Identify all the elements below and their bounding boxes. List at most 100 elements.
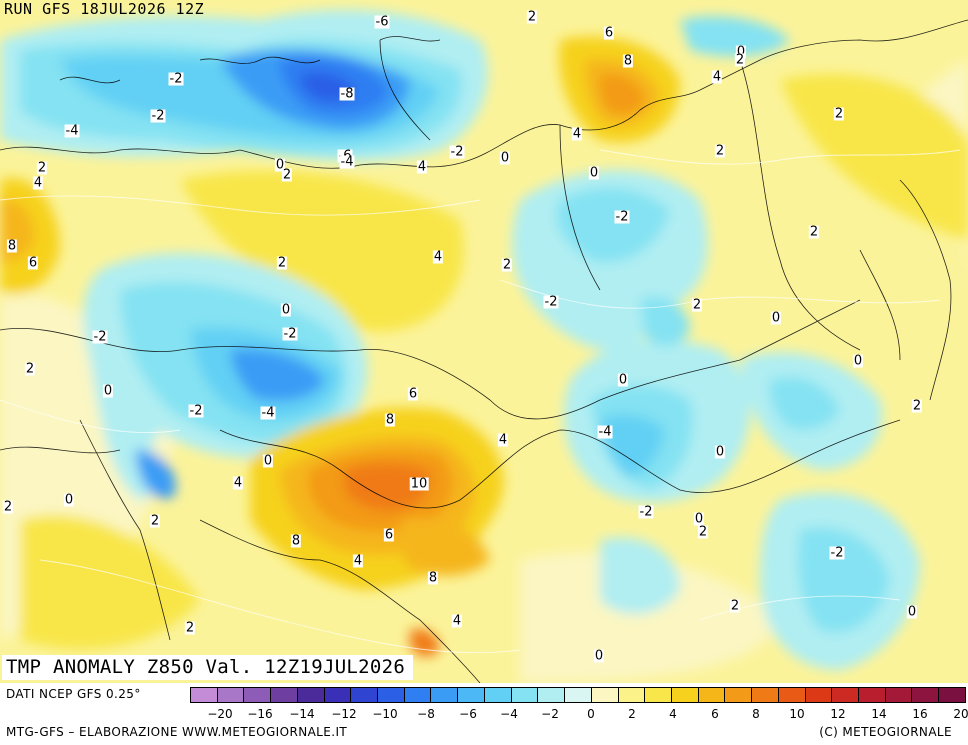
contour-label: 4: [497, 432, 509, 448]
contour-label: 0: [693, 511, 705, 527]
colorbar-swatch: [912, 688, 940, 702]
contour-label: 0: [714, 444, 726, 460]
colorbar-tick-label: −6: [459, 707, 477, 721]
contour-label: 0: [63, 492, 75, 508]
contour-label: 4: [232, 475, 244, 491]
contour-label: 2: [734, 52, 746, 68]
contour-label: 0: [274, 157, 286, 173]
contour-label: 2: [36, 160, 48, 176]
contour-label: 10: [409, 476, 429, 492]
contour-label: 2: [2, 499, 14, 515]
colorbar-swatch: [939, 688, 965, 702]
colorbar-swatch: [511, 688, 539, 702]
contour-label: 8: [622, 53, 634, 69]
colorbar-swatch: [778, 688, 806, 702]
colorbar-tick-label: 16: [912, 707, 928, 721]
contour-label: 2: [24, 361, 36, 377]
footer-credit: MTG-GFS – ELABORAZIONE WWW.METEOGIORNALE…: [6, 725, 348, 739]
colorbar-swatch: [217, 688, 245, 702]
colorbar-tick-label: 4: [669, 707, 677, 721]
copyright-label: (C) METEOGIORNALE: [819, 725, 952, 739]
contour-label: 6: [383, 527, 395, 543]
colorbar-tick-label: −2: [541, 707, 559, 721]
colorbar-swatch: [458, 688, 485, 702]
colorbar: [190, 687, 966, 703]
contour-label: 4: [32, 175, 44, 191]
colorbar-swatch: [698, 688, 726, 702]
colorbar-ticks: −20 −16 −14 −12 −10 −8 −6 −4 −2 0 2 4 6 8 10 12 14 16 20: [190, 707, 968, 723]
contour-label: -2: [638, 504, 654, 520]
contour-label: -8: [339, 86, 355, 102]
colorbar-tick-label: 8: [752, 707, 760, 721]
colorbar-swatch: [752, 688, 779, 702]
colorbar-swatch: [351, 688, 379, 702]
contour-label: -2: [168, 71, 184, 87]
colorbar-tick-label: −4: [500, 707, 518, 721]
colorbar-swatch: [244, 688, 272, 702]
contour-label: -2: [543, 294, 559, 310]
contour-label: 2: [276, 255, 288, 271]
contour-label: 2: [808, 224, 820, 240]
anomaly-field: [0, 9, 968, 683]
contour-label: -2: [449, 144, 465, 160]
run-label: RUN GFS 18JUL2026 12Z: [4, 0, 205, 18]
contour-label: 4: [451, 613, 463, 629]
colorbar-tick-label: 2: [628, 707, 636, 721]
contour-label: -6: [374, 14, 390, 30]
contour-label: 2: [184, 620, 196, 636]
contour-label: -2: [188, 403, 204, 419]
colorbar-swatch: [858, 688, 886, 702]
contour-label: 0: [617, 372, 629, 388]
colorbar-tick-label: 14: [871, 707, 887, 721]
colorbar-swatch: [538, 688, 566, 702]
contour-label: -2: [614, 209, 630, 225]
contour-label: 8: [384, 412, 396, 428]
contour-label: 0: [906, 604, 918, 620]
contour-label: 0: [102, 383, 114, 399]
colorbar-swatch: [671, 688, 699, 702]
contour-label: 4: [352, 553, 364, 569]
colorbar-swatch: [431, 688, 459, 702]
contour-label: 4: [416, 159, 428, 175]
contour-label: 0: [262, 453, 274, 469]
colorbar-tick-label: 0: [587, 707, 595, 721]
contour-label: 6: [27, 255, 39, 271]
colorbar-tick-label: −12: [331, 707, 357, 721]
colorbar-swatch: [565, 688, 592, 702]
colorbar-swatch: [271, 688, 298, 702]
colorbar-swatch: [618, 688, 646, 702]
contour-label: -4: [339, 154, 355, 170]
colorbar-tick-label: 12: [830, 707, 846, 721]
contour-label: -2: [150, 108, 166, 124]
contour-label: 2: [911, 398, 923, 414]
colorbar-swatch: [484, 688, 512, 702]
data-source-label: DATI NCEP GFS 0.25°: [6, 687, 141, 701]
contour-label: 2: [149, 513, 161, 529]
colorbar-swatch: [885, 688, 913, 702]
map-canvas: -6268024-2-8-2-4242-6-4024-20240-2286242…: [0, 0, 968, 683]
colorbar-tick-label: −16: [247, 707, 273, 721]
contour-label: 2: [501, 257, 513, 273]
contour-label: 2: [697, 524, 709, 540]
contour-label: 0: [280, 302, 292, 318]
contour-label: 4: [432, 249, 444, 265]
contour-label: -4: [597, 424, 613, 440]
contour-label: -2: [829, 545, 845, 561]
colorbar-tick-label: −14: [289, 707, 315, 721]
legend-area: DATI NCEP GFS 0.25° −2 0 −16 −14 −12 −10 −8 −6 −…: [0, 683, 968, 745]
contour-label: -4: [64, 123, 80, 139]
colorbar-tick-label: 20: [953, 707, 968, 721]
contour-label: 8: [6, 238, 18, 254]
colorbar-tick-label: −8: [417, 707, 435, 721]
colorbar-tick-label: −10: [372, 707, 398, 721]
contour-label: 6: [603, 25, 615, 41]
colorbar-swatch: [324, 688, 352, 702]
contour-label: 2: [691, 297, 703, 313]
contour-label: 0: [593, 648, 605, 664]
contour-label: 0: [852, 353, 864, 369]
contour-label: 6: [407, 386, 419, 402]
colorbar-swatch: [404, 688, 432, 702]
colorbar-tick-label: 10: [789, 707, 805, 721]
colorbar-swatch: [645, 688, 672, 702]
contour-label: 8: [427, 570, 439, 586]
